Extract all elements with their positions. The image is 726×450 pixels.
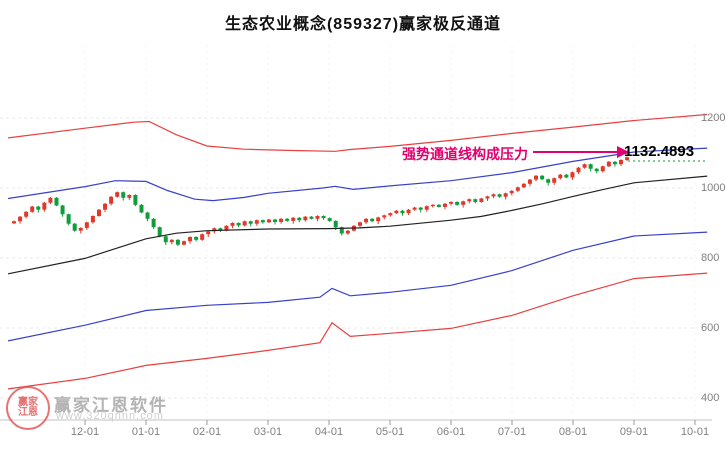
lower-red-channel-line (8, 272, 708, 390)
watermark-brand: 赢家江恩软件 (54, 396, 168, 415)
y-axis-label: 400 (701, 392, 720, 404)
middle-black-line-line (7, 175, 708, 275)
x-axis-label: 01-01 (131, 426, 161, 438)
x-axis-label: 07-01 (497, 426, 527, 438)
brand-seal-line2: 江恩 (18, 407, 38, 418)
brand-seal-line1: 赢家 (18, 396, 38, 408)
lower-blue-channel-line (7, 231, 708, 342)
brand-seal-logo: 赢家 江恩 (6, 386, 50, 430)
watermark-url: www.320qnnn.com (56, 410, 164, 422)
x-axis-label: 10-01 (680, 426, 710, 438)
pressure-price-label: 1132.4893 (624, 143, 695, 160)
x-axis-label: 03-01 (253, 426, 283, 438)
y-axis-label: 1200 (701, 112, 726, 124)
upper-red-channel-line (8, 113, 708, 152)
upper-blue-channel-line (8, 147, 708, 202)
y-axis-label: 600 (701, 322, 720, 334)
y-axis-label: 800 (701, 252, 720, 264)
pressure-arrow (533, 146, 629, 158)
x-axis-label: 09-01 (619, 426, 649, 438)
x-axis-label: 06-01 (436, 426, 466, 438)
pressure-annotation-text: 强势通道线构成压力 (402, 146, 528, 162)
x-axis-label: 05-01 (375, 426, 405, 438)
page-title: 生态农业概念(859327)赢家极反通道 (224, 16, 502, 33)
y-axis-label: 1000 (701, 182, 726, 194)
x-axis-label: 02-01 (192, 426, 222, 438)
candles-group (12, 156, 630, 247)
x-axis-label: 04-01 (314, 426, 344, 438)
x-axis-label: 12-01 (70, 426, 100, 438)
x-axis-label: 08-01 (558, 426, 588, 438)
